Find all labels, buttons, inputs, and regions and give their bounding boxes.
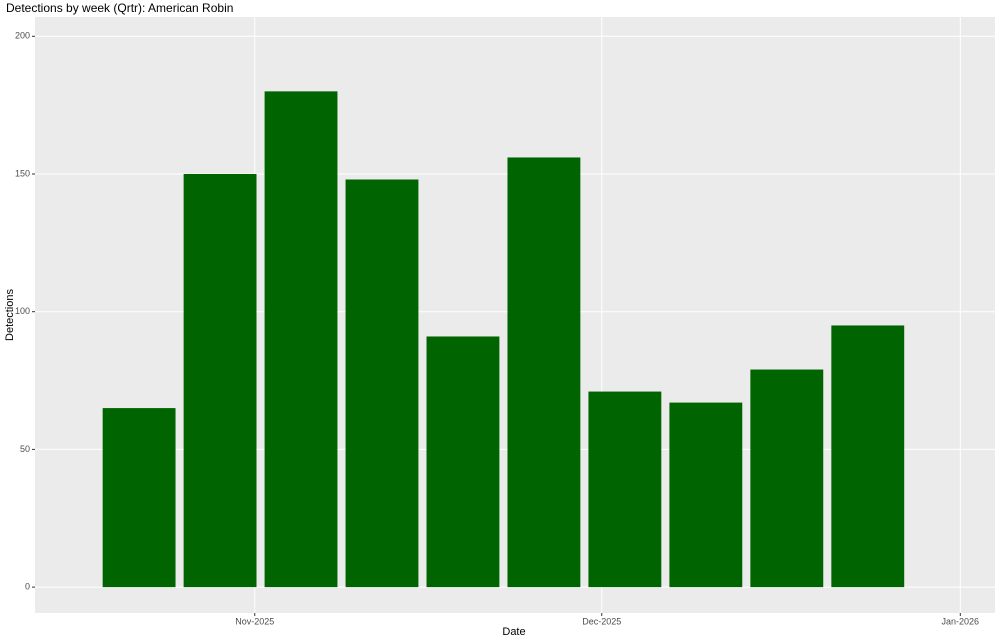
bar [588, 391, 662, 588]
bar [183, 173, 257, 588]
x-tick-label: Nov-2025 [235, 616, 274, 626]
bar [102, 408, 176, 588]
bar [264, 91, 338, 588]
bar [831, 325, 905, 588]
y-tick-label: 100 [15, 306, 30, 316]
y-tick-label: 150 [15, 168, 30, 178]
bar [426, 336, 500, 588]
bar [669, 402, 743, 588]
bar [345, 179, 419, 588]
bar [507, 157, 581, 588]
y-tick-label: 200 [15, 31, 30, 41]
chart-title: Detections by week (Qrtr): American Robi… [6, 1, 233, 15]
x-axis-title: Date [502, 626, 525, 638]
bar [750, 369, 824, 588]
x-tick-label: Jan-2026 [942, 616, 980, 626]
y-tick-label: 50 [20, 444, 30, 454]
y-tick-label: 0 [25, 581, 30, 591]
x-tick-label: Dec-2025 [582, 616, 621, 626]
y-axis-title: Detections [4, 289, 16, 341]
